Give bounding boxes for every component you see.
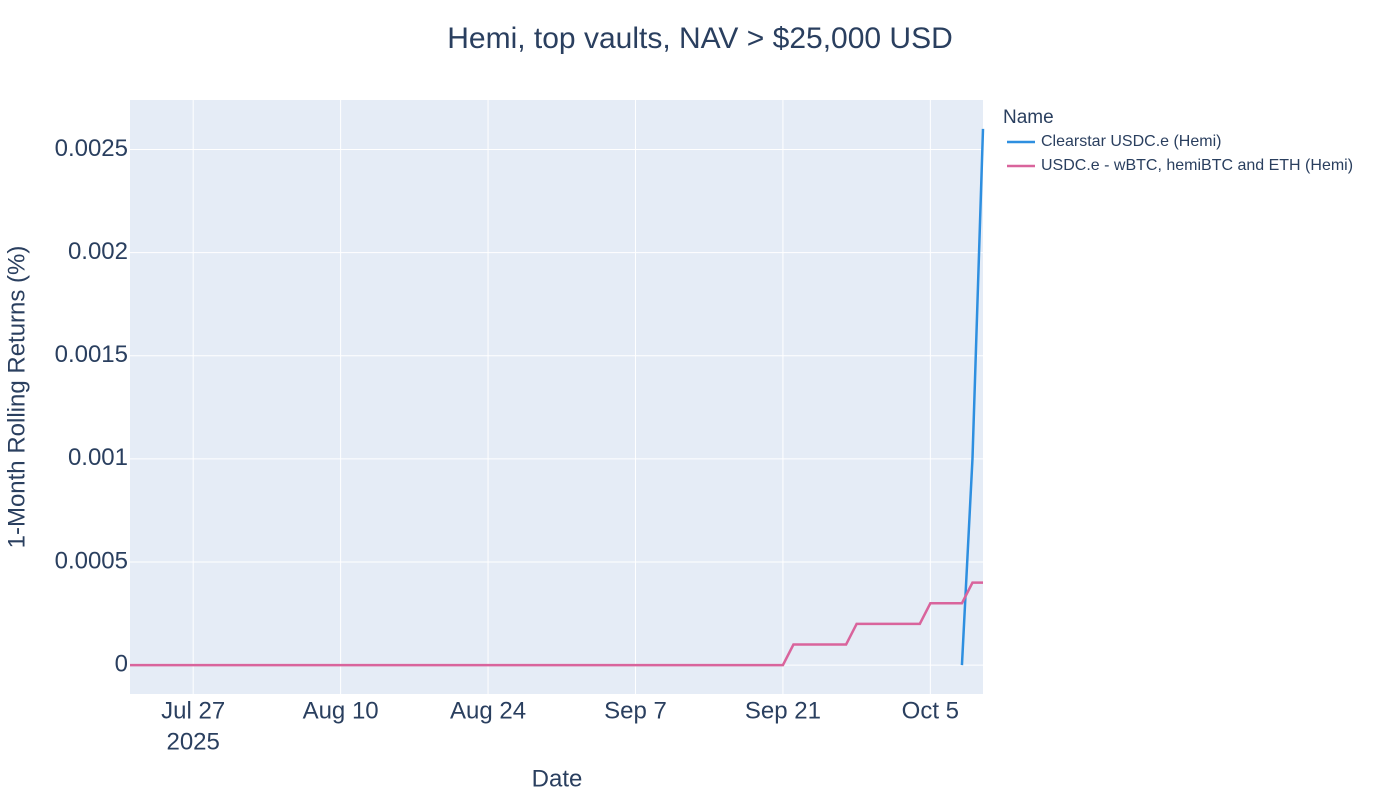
x-tick-label: Sep 7 <box>604 697 667 724</box>
y-tick-label: 0.0015 <box>55 341 128 368</box>
legend-label: USDC.e - wBTC, hemiBTC and ETH (Hemi) <box>1041 157 1353 174</box>
y-axis-title: 1-Month Rolling Returns (%) <box>3 246 30 549</box>
y-tick-label: 0.0005 <box>55 547 128 574</box>
x-tick-label: Oct 5 <box>902 697 959 724</box>
y-tick-label: 0.0025 <box>55 135 128 162</box>
x-year-label: 2025 <box>166 728 219 755</box>
x-tick-label: Aug 24 <box>450 697 526 724</box>
chart-title: Hemi, top vaults, NAV > $25,000 USD <box>447 22 953 55</box>
legend-title: Name <box>1003 107 1054 128</box>
x-tick-label: Jul 27 <box>161 697 225 724</box>
x-tick-label: Sep 21 <box>745 697 821 724</box>
legend-label: Clearstar USDC.e (Hemi) <box>1041 133 1221 150</box>
x-axis-title: Date <box>532 765 583 792</box>
y-tick-label: 0 <box>115 650 128 677</box>
x-tick-label: Aug 10 <box>303 697 379 724</box>
y-tick-label: 0.001 <box>68 444 128 471</box>
series-line <box>130 581 983 667</box>
plot-area <box>130 100 983 694</box>
y-tick-label: 0.002 <box>68 238 128 265</box>
